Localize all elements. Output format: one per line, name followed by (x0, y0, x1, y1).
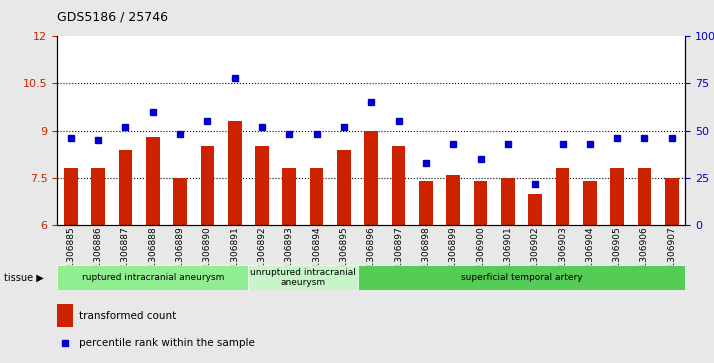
Bar (364, 131, 378, 225)
Bar (64, 168, 78, 225)
Text: percentile rank within the sample: percentile rank within the sample (79, 338, 255, 348)
Bar (57, 304, 73, 327)
Bar (337, 150, 351, 225)
Bar (501, 178, 515, 225)
Bar (228, 121, 241, 225)
Bar (473, 181, 488, 225)
Text: unruptured intracranial
aneurysm: unruptured intracranial aneurysm (250, 268, 356, 287)
Bar (638, 168, 651, 225)
Bar (310, 168, 323, 225)
Bar (119, 150, 132, 225)
Bar (392, 146, 406, 225)
Bar (555, 168, 569, 225)
Bar (419, 181, 433, 225)
Bar (174, 178, 187, 225)
Bar (446, 175, 460, 225)
Bar (528, 193, 542, 225)
FancyBboxPatch shape (57, 265, 248, 290)
Bar (255, 146, 269, 225)
Text: superficial temporal artery: superficial temporal artery (461, 273, 583, 282)
Bar (665, 178, 678, 225)
Text: transformed count: transformed count (79, 311, 176, 321)
Text: GDS5186 / 25746: GDS5186 / 25746 (57, 11, 168, 24)
Bar (91, 168, 105, 225)
Bar (283, 168, 296, 225)
Bar (583, 181, 597, 225)
FancyBboxPatch shape (358, 265, 685, 290)
Bar (201, 146, 214, 225)
Text: tissue ▶: tissue ▶ (4, 273, 44, 283)
Text: ruptured intracranial aneurysm: ruptured intracranial aneurysm (81, 273, 224, 282)
Bar (146, 137, 159, 225)
Bar (610, 168, 624, 225)
FancyBboxPatch shape (248, 265, 358, 290)
